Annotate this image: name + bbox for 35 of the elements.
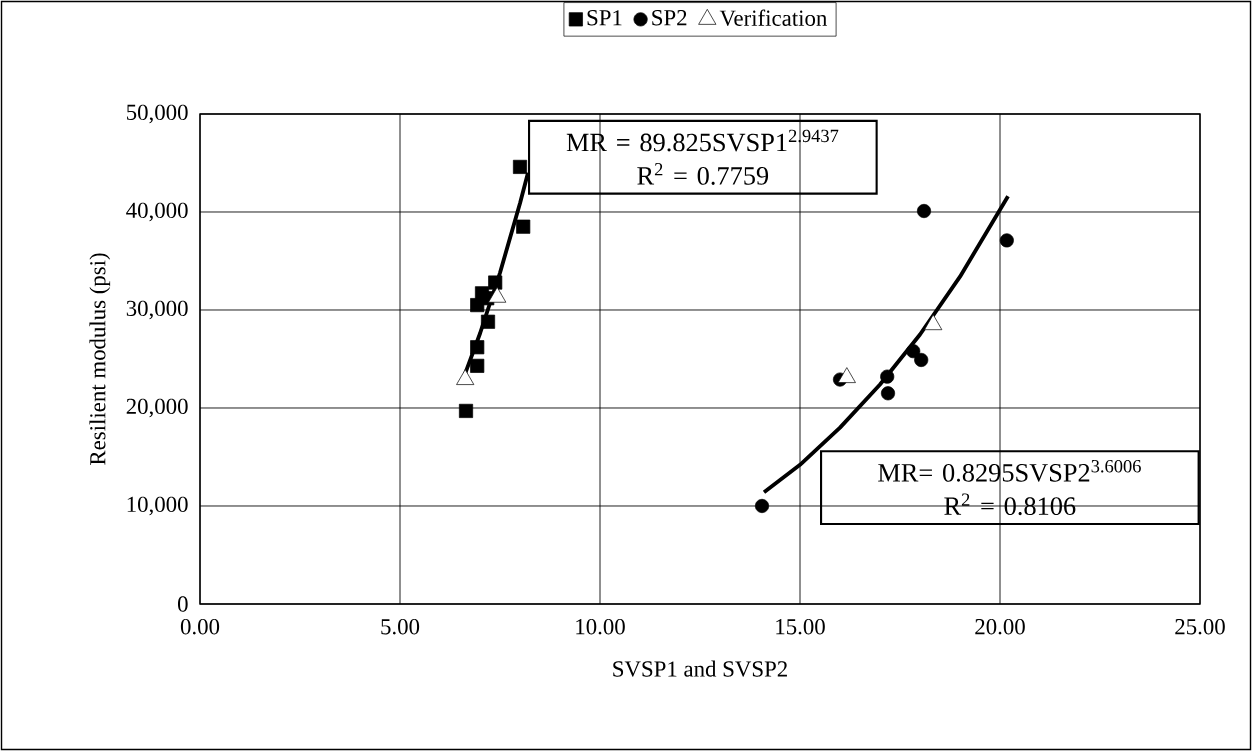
point [516, 219, 531, 234]
point [916, 203, 932, 219]
y-tick-label: 50,000 [127, 104, 188, 124]
legend-label: SP2 [652, 10, 687, 26]
point [880, 369, 895, 384]
point [480, 314, 496, 329]
point [754, 498, 770, 514]
x-tick-label: 15.00 [776, 618, 825, 635]
point [470, 340, 485, 355]
y-tick-label: 10,000 [127, 496, 188, 516]
y-tick-label: 0 [177, 596, 188, 612]
point [458, 403, 474, 418]
point [470, 358, 485, 373]
x-tick-label: 20.00 [975, 618, 1025, 635]
point [999, 233, 1014, 248]
y-tick-label: 30,000 [126, 300, 188, 320]
legend-label: Verification [719, 9, 828, 27]
x-tick-label: 5.00 [381, 618, 420, 635]
point [906, 344, 921, 359]
point [880, 386, 896, 401]
annotation: R$^{2}$ = 0.8106 [944, 493, 1076, 516]
y-tick-label: 20,000 [126, 398, 188, 418]
x-tick-label: 0.00 [180, 618, 220, 635]
y-axis-title: Resilient modulus (psi) [89, 253, 111, 465]
legend-label: SP1 [587, 10, 622, 26]
annotation: R$^{2}$ = 0.7759 [637, 163, 769, 185]
annotation: MR = 89.825SVSP1$^{2.9437}$ [566, 129, 839, 152]
point [512, 159, 528, 174]
point [488, 275, 503, 290]
x-tick-label: 10.00 [576, 618, 625, 635]
y-tick-label: 40,000 [126, 202, 188, 222]
annotation: MR= 0.8295SVSP2$^{3.6006}$ [878, 459, 1141, 482]
point [914, 352, 929, 367]
x-tick-label: 25.00 [1175, 618, 1225, 635]
x-axis-title: SVSP1 and SVSP2 [613, 660, 787, 677]
